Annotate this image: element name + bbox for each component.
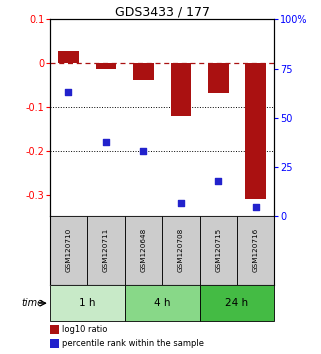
Point	[66, 90, 71, 95]
Text: log10 ratio: log10 ratio	[62, 325, 108, 334]
Point	[178, 200, 183, 206]
Bar	[200, 217, 237, 285]
Text: GSM120710: GSM120710	[65, 228, 72, 272]
Bar	[200, 285, 274, 321]
Bar	[50, 285, 125, 321]
Text: GSM120711: GSM120711	[103, 228, 109, 272]
Bar	[162, 217, 200, 285]
Point	[141, 149, 146, 154]
Bar	[87, 217, 125, 285]
Text: time: time	[21, 298, 43, 308]
Text: GSM120648: GSM120648	[140, 228, 146, 272]
Text: GSM120716: GSM120716	[253, 228, 259, 272]
Text: 24 h: 24 h	[225, 298, 248, 308]
Bar	[246, 63, 266, 199]
Bar	[50, 325, 59, 334]
Text: GSM120708: GSM120708	[178, 228, 184, 272]
Text: 4 h: 4 h	[154, 298, 170, 308]
Text: 1 h: 1 h	[79, 298, 95, 308]
Point	[103, 139, 108, 144]
Point	[253, 204, 258, 210]
Bar	[50, 339, 59, 348]
Bar	[125, 285, 200, 321]
Bar	[170, 63, 191, 116]
Bar	[58, 51, 79, 63]
Bar	[125, 217, 162, 285]
Bar	[208, 63, 229, 93]
Point	[216, 178, 221, 184]
Text: GSM120715: GSM120715	[215, 228, 221, 272]
Title: GDS3433 / 177: GDS3433 / 177	[115, 5, 210, 18]
Bar	[50, 217, 87, 285]
Bar	[237, 217, 274, 285]
Bar	[133, 63, 154, 80]
Bar	[96, 63, 116, 69]
Text: percentile rank within the sample: percentile rank within the sample	[62, 338, 204, 348]
